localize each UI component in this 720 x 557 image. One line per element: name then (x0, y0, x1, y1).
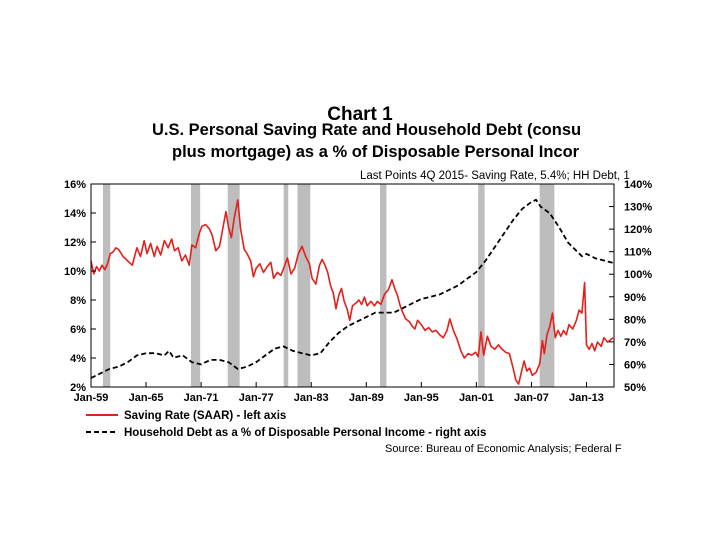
y-right-tick-label-3: 110% (624, 247, 652, 259)
x-axis: Jan-59 Jan-65 Jan-71 Jan-77 Jan-83 Jan-89 Jan-… (74, 382, 604, 404)
plot-frame (90, 183, 615, 388)
recession-band-6 (478, 184, 485, 387)
x-tick-label-4: Jan-83 (294, 392, 329, 404)
y-right-tick-label-0: 140% (624, 179, 652, 191)
x-tick-label-9: Jan-13 (569, 392, 604, 404)
right-edge-mask (682, 110, 720, 470)
series-line-1 (90, 198, 614, 379)
y-left-tick-label-2: 12% (64, 237, 86, 249)
slide-title: Chart 1 (327, 104, 393, 125)
y-right-tick-label-4: 100% (624, 269, 652, 281)
x-tick-label-5: Jan-89 (349, 392, 384, 404)
y-axis-left: 16% 14% 12% 10% 8% 6% 4% 2% (64, 179, 96, 394)
y-left-tick-label-7: 2% (70, 382, 86, 394)
y-left-tick-label-4: 8% (70, 295, 86, 307)
y-right-tick-label-1: 130% (624, 202, 652, 214)
y-right-tick-label-7: 70% (624, 337, 646, 349)
y-right-tick-label-9: 50% (624, 382, 646, 394)
chart-title-line-1: U.S. Personal Saving Rate and Household … (152, 121, 581, 139)
recession-band-4 (297, 184, 311, 387)
y-axis-right: 140% 130% 120% 110% 100% 90% 80% 70% 60% 50% (609, 179, 652, 394)
series-line-0 (90, 199, 614, 385)
chart-title-line-2: plus mortgage) as a % of Disposable Pers… (172, 143, 580, 161)
y-right-tick-label-5: 90% (624, 292, 646, 304)
y-left-tick-label-6: 4% (70, 353, 86, 365)
chart-subtitle: Last Points 4Q 2015- Saving Rate, 5.4%; … (360, 170, 630, 182)
x-tick-label-0: Jan-59 (74, 392, 109, 404)
legend-label-debt: Household Debt as a % of Disposable Pers… (124, 427, 486, 439)
y-right-tick-label-2: 120% (624, 224, 652, 236)
x-tick-label-3: Jan-77 (239, 392, 274, 404)
recession-band-7 (539, 184, 555, 387)
y-left-tick-label-0: 16% (64, 179, 86, 191)
x-tick-label-7: Jan-01 (459, 392, 494, 404)
recession-band-5 (380, 184, 387, 387)
y-left-tick-label-3: 10% (64, 266, 86, 278)
y-left-tick-label-5: 6% (70, 324, 86, 336)
x-tick-label-8: Jan-07 (514, 392, 549, 404)
y-right-tick-label-6: 80% (624, 314, 646, 326)
recession-band-1 (191, 184, 201, 387)
recession-band-3 (283, 184, 289, 387)
recession-bands (102, 184, 555, 387)
x-tick-label-1: Jan-65 (129, 392, 164, 404)
y-left-tick-label-1: 14% (64, 208, 86, 220)
recession-band-0 (102, 184, 111, 387)
source-note: Source: Bureau of Economic Analysis; Fed… (385, 443, 622, 455)
recession-band-2 (227, 184, 240, 387)
y-right-tick-label-8: 60% (624, 359, 646, 371)
legend-label-saving: Saving Rate (SAAR) - left axis (124, 410, 286, 422)
x-tick-label-2: Jan-71 (184, 392, 219, 404)
series-lines (90, 198, 614, 385)
x-tick-label-6: Jan-95 (404, 392, 439, 404)
